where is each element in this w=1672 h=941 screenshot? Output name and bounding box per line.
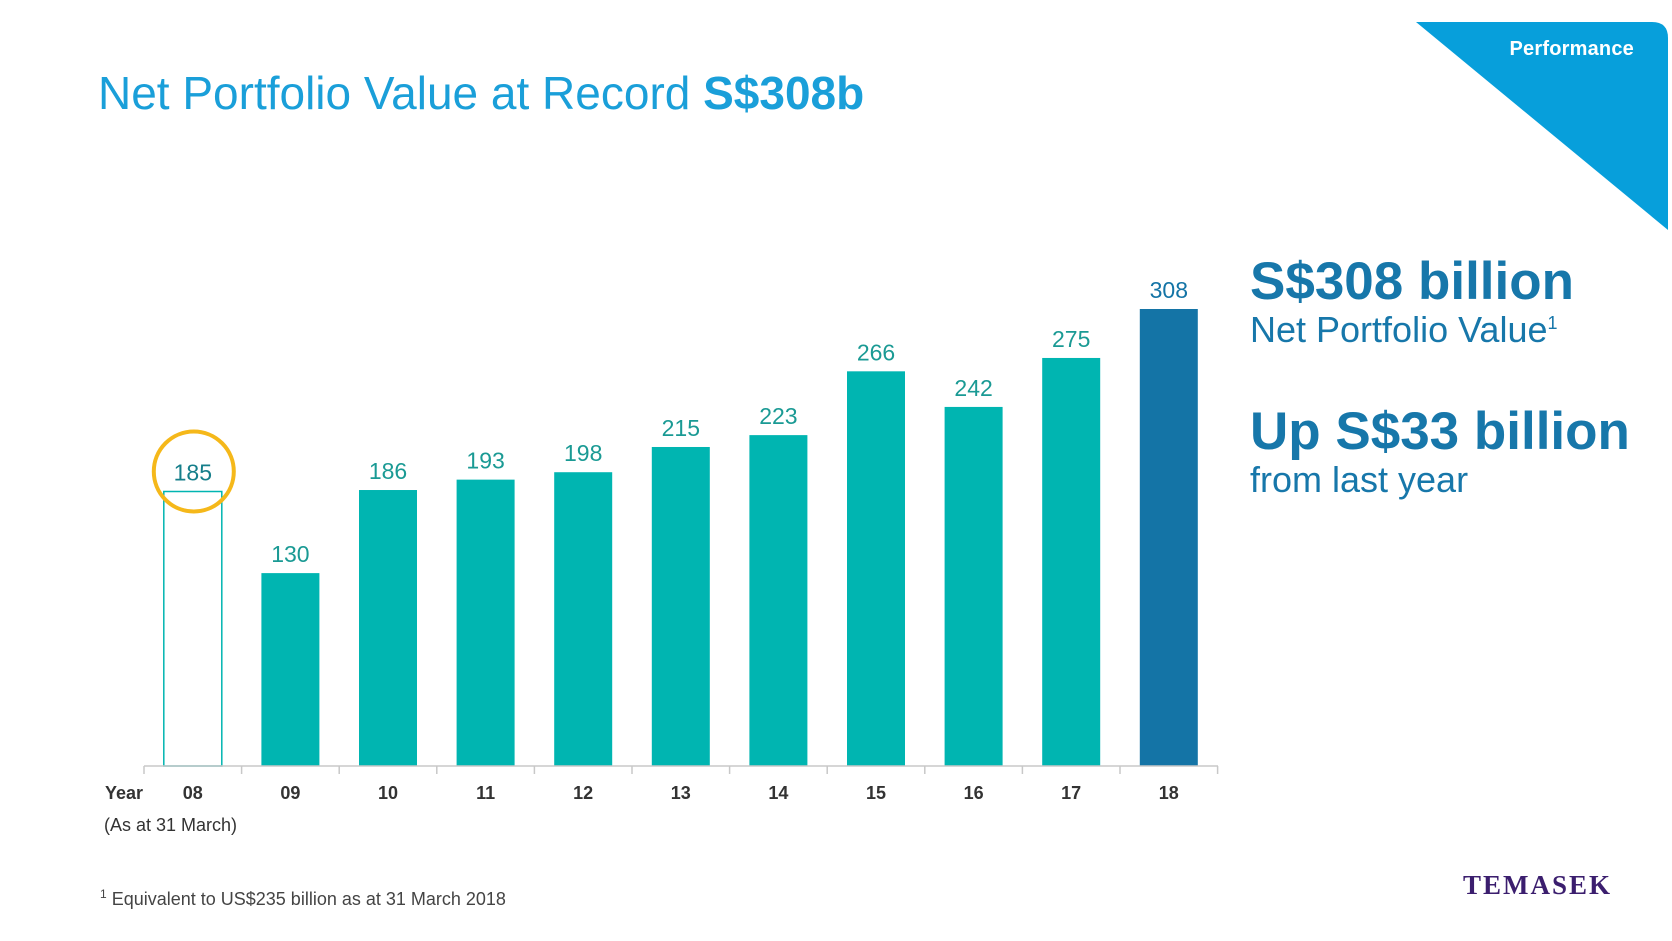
x-tick-label-12: 12 xyxy=(573,783,593,803)
data-label-11: 193 xyxy=(466,448,504,474)
bar-13 xyxy=(651,446,710,766)
footnote-reference: 1 xyxy=(1547,313,1558,333)
data-label-16: 242 xyxy=(954,375,992,401)
footnote-text: Equivalent to US$235 billion as at 31 Ma… xyxy=(106,889,506,909)
bar-17 xyxy=(1042,357,1101,766)
x-tick-label-09: 09 xyxy=(280,783,300,803)
bar-18 xyxy=(1139,309,1198,766)
bar-10 xyxy=(359,490,417,766)
performance-corner-badge: Performance xyxy=(1412,0,1672,240)
title-emphasis: S$308b xyxy=(703,67,865,119)
data-label-08: 185 xyxy=(174,460,212,486)
bar-16 xyxy=(944,406,1003,766)
summary-panel: S$308 billion Net Portfolio Value1 Up S$… xyxy=(1250,255,1650,501)
headline-caption-text: Net Portfolio Value xyxy=(1250,309,1548,350)
ticks-layer: 08 09 10 11 12 13 14 15 16 17 18 xyxy=(143,766,1219,803)
bar-14 xyxy=(749,435,808,766)
headline-value: S$308 billion xyxy=(1250,252,1575,311)
bar-08 xyxy=(163,490,223,767)
x-tick-label-10: 10 xyxy=(378,783,398,803)
data-label-13: 215 xyxy=(662,415,700,441)
bar-09 xyxy=(261,573,320,766)
bar-11 xyxy=(456,479,515,766)
title-prefix: Net Portfolio Value at Record xyxy=(98,67,704,119)
bar-15 xyxy=(847,371,905,766)
x-tick-label-08: 08 xyxy=(183,783,203,803)
data-label-15: 266 xyxy=(857,339,895,365)
data-label-10: 186 xyxy=(369,458,407,484)
data-label-18: 308 xyxy=(1150,277,1188,303)
change-caption: from last year xyxy=(1250,459,1469,501)
page-title: Net Portfolio Value at Record S$308b xyxy=(98,66,864,120)
x-tick-label-16: 16 xyxy=(964,783,984,803)
x-axis-label: Year xyxy=(105,783,143,803)
highlight-ring xyxy=(151,429,236,514)
change-value: Up S$33 billion xyxy=(1250,402,1630,462)
x-tick-label-17: 17 xyxy=(1061,783,1081,803)
temasek-logo: TEMASEK xyxy=(1462,870,1612,900)
x-tick-label-18: 18 xyxy=(1159,783,1179,803)
x-tick-label-11: 11 xyxy=(476,783,495,803)
data-label-14: 223 xyxy=(759,403,797,429)
footnote-mark: 1 xyxy=(100,887,107,901)
data-label-12: 198 xyxy=(564,440,602,466)
bars-layer: 185 130 186 193 198 215 223 266 242 275 308 xyxy=(151,277,1198,767)
bar-12 xyxy=(554,472,613,766)
x-tick-label-13: 13 xyxy=(671,783,691,803)
x-tick-label-14: 14 xyxy=(768,783,788,803)
section-label: Performance xyxy=(1509,38,1634,60)
data-label-09: 130 xyxy=(271,541,309,567)
headline-caption: Net Portfolio Value1 xyxy=(1250,308,1650,351)
as-at-note: (As at 31 March) xyxy=(104,815,238,835)
data-label-17: 275 xyxy=(1052,326,1090,352)
x-tick-label-15: 15 xyxy=(866,783,886,803)
footnote: 1 Equivalent to US$235 billion as at 31 … xyxy=(100,887,506,910)
